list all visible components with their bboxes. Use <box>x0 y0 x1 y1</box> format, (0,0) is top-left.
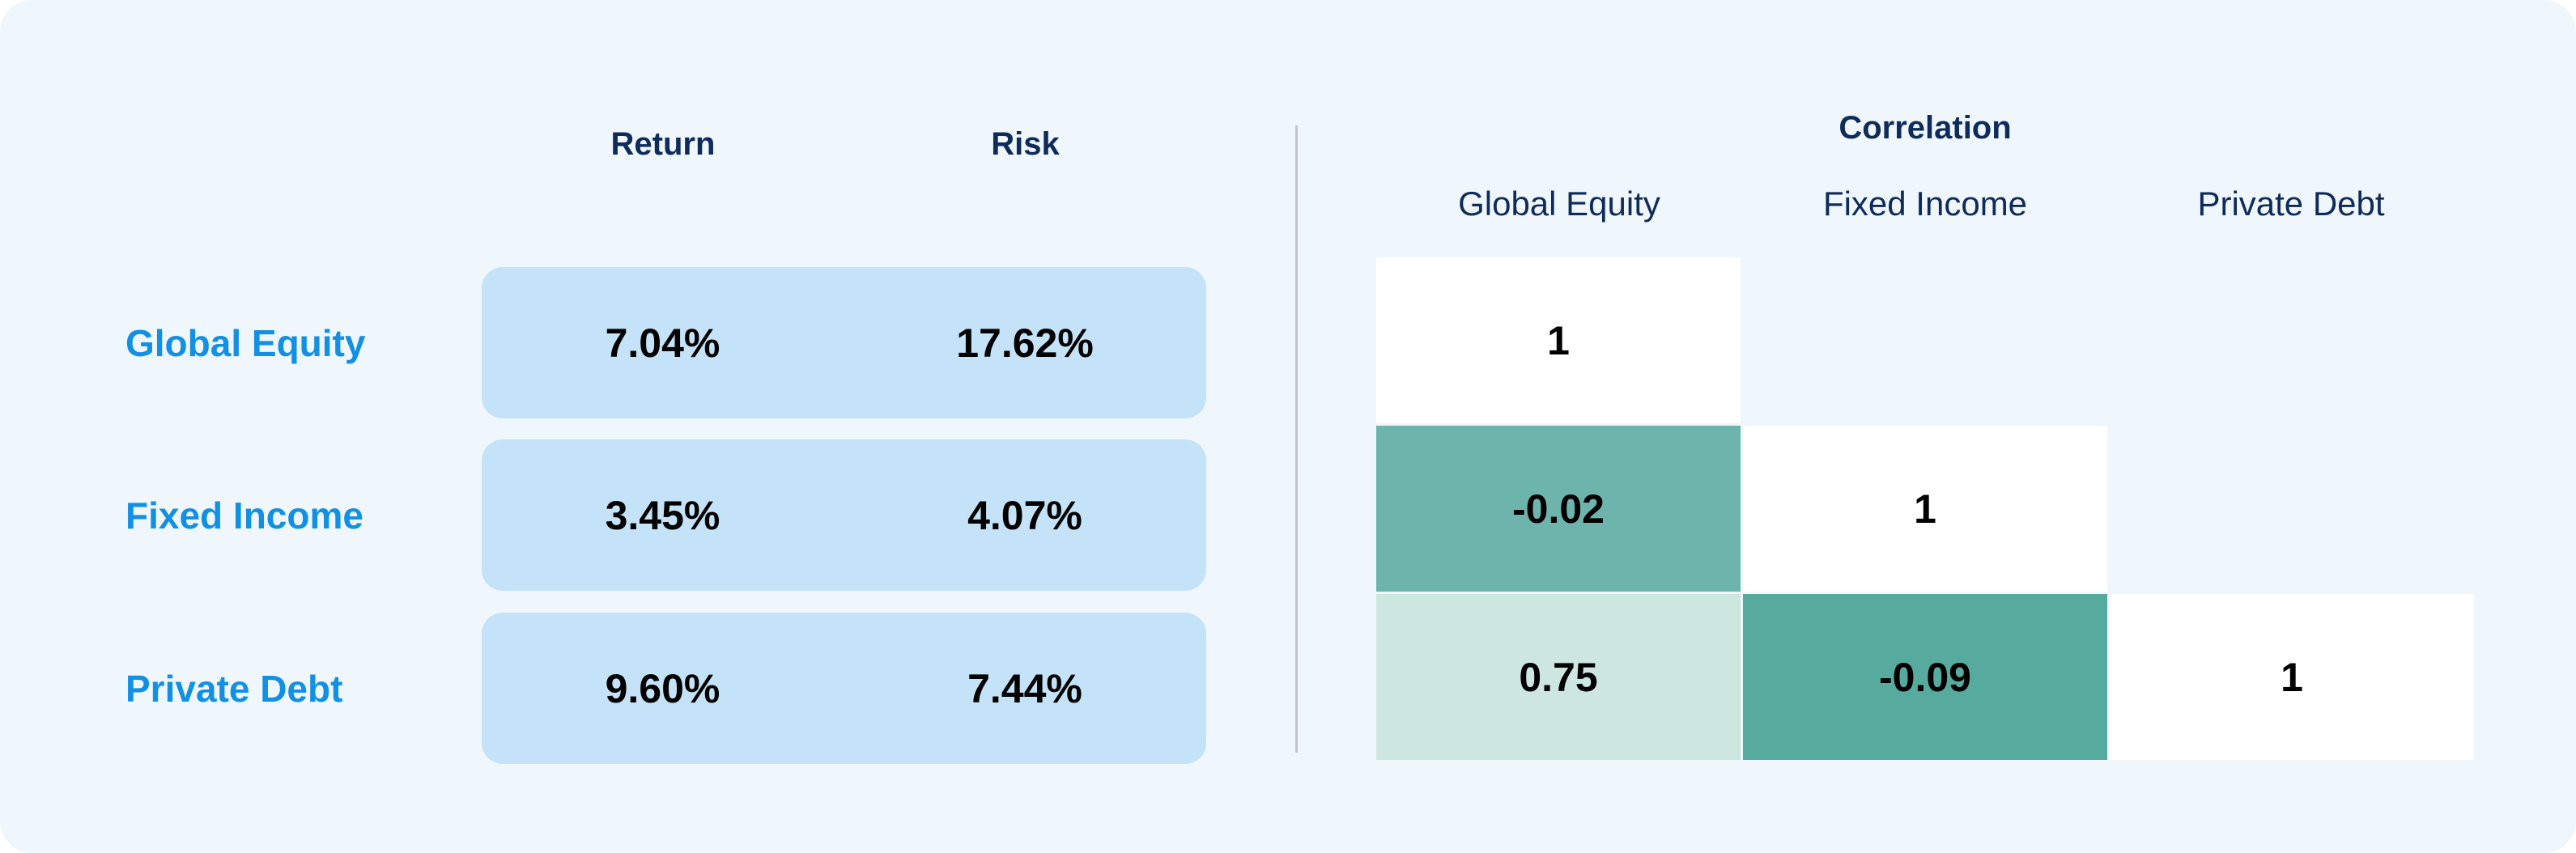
corr-cell-pd-ge: 0.75 <box>1376 594 1741 760</box>
fixed-income-risk-value: 4.07% <box>967 492 1082 538</box>
corr-cell-fi-ge: -0.02 <box>1376 426 1741 592</box>
corr-header-fixed-income: Fixed Income <box>1822 185 2028 223</box>
corr-header-private-debt: Private Debt <box>2197 185 2385 223</box>
correlation-title: Correlation <box>1838 109 2012 146</box>
stat-card-private-debt: 9.60% 7.44% <box>482 613 1206 764</box>
corr-cell-ge-ge: 1 <box>1376 257 1741 423</box>
corr-cell-pd-fi: -0.09 <box>1743 594 2107 760</box>
corr-cell-fi-pd-empty <box>2110 426 2474 592</box>
return-column-header: Return <box>610 125 716 162</box>
row-label-private-debt: Private Debt <box>125 667 343 710</box>
row-label-fixed-income: Fixed Income <box>125 494 363 537</box>
stat-card-fixed-income: 3.45% 4.07% <box>482 439 1206 591</box>
stat-card-global-equity: 7.04% 17.62% <box>482 267 1206 418</box>
row-label-global-equity: Global Equity <box>125 321 366 364</box>
global-equity-risk-value: 17.62% <box>956 320 1094 366</box>
correlation-grid: 1 -0.02 1 0.75 -0.09 1 <box>1376 257 2474 760</box>
global-equity-return-value: 7.04% <box>605 320 721 366</box>
private-debt-risk-value: 7.44% <box>967 665 1082 711</box>
risk-column-header: Risk <box>991 125 1060 162</box>
corr-header-global-equity: Global Equity <box>1458 185 1660 223</box>
corr-cell-pd-pd: 1 <box>2110 594 2474 760</box>
private-debt-return-value: 9.60% <box>605 665 721 711</box>
corr-cell-ge-fi-empty <box>1743 257 2107 423</box>
fixed-income-return-value: 3.45% <box>605 492 721 538</box>
corr-cell-fi-fi: 1 <box>1743 426 2107 592</box>
corr-cell-ge-pd-empty <box>2110 257 2474 423</box>
section-divider <box>1295 125 1298 753</box>
